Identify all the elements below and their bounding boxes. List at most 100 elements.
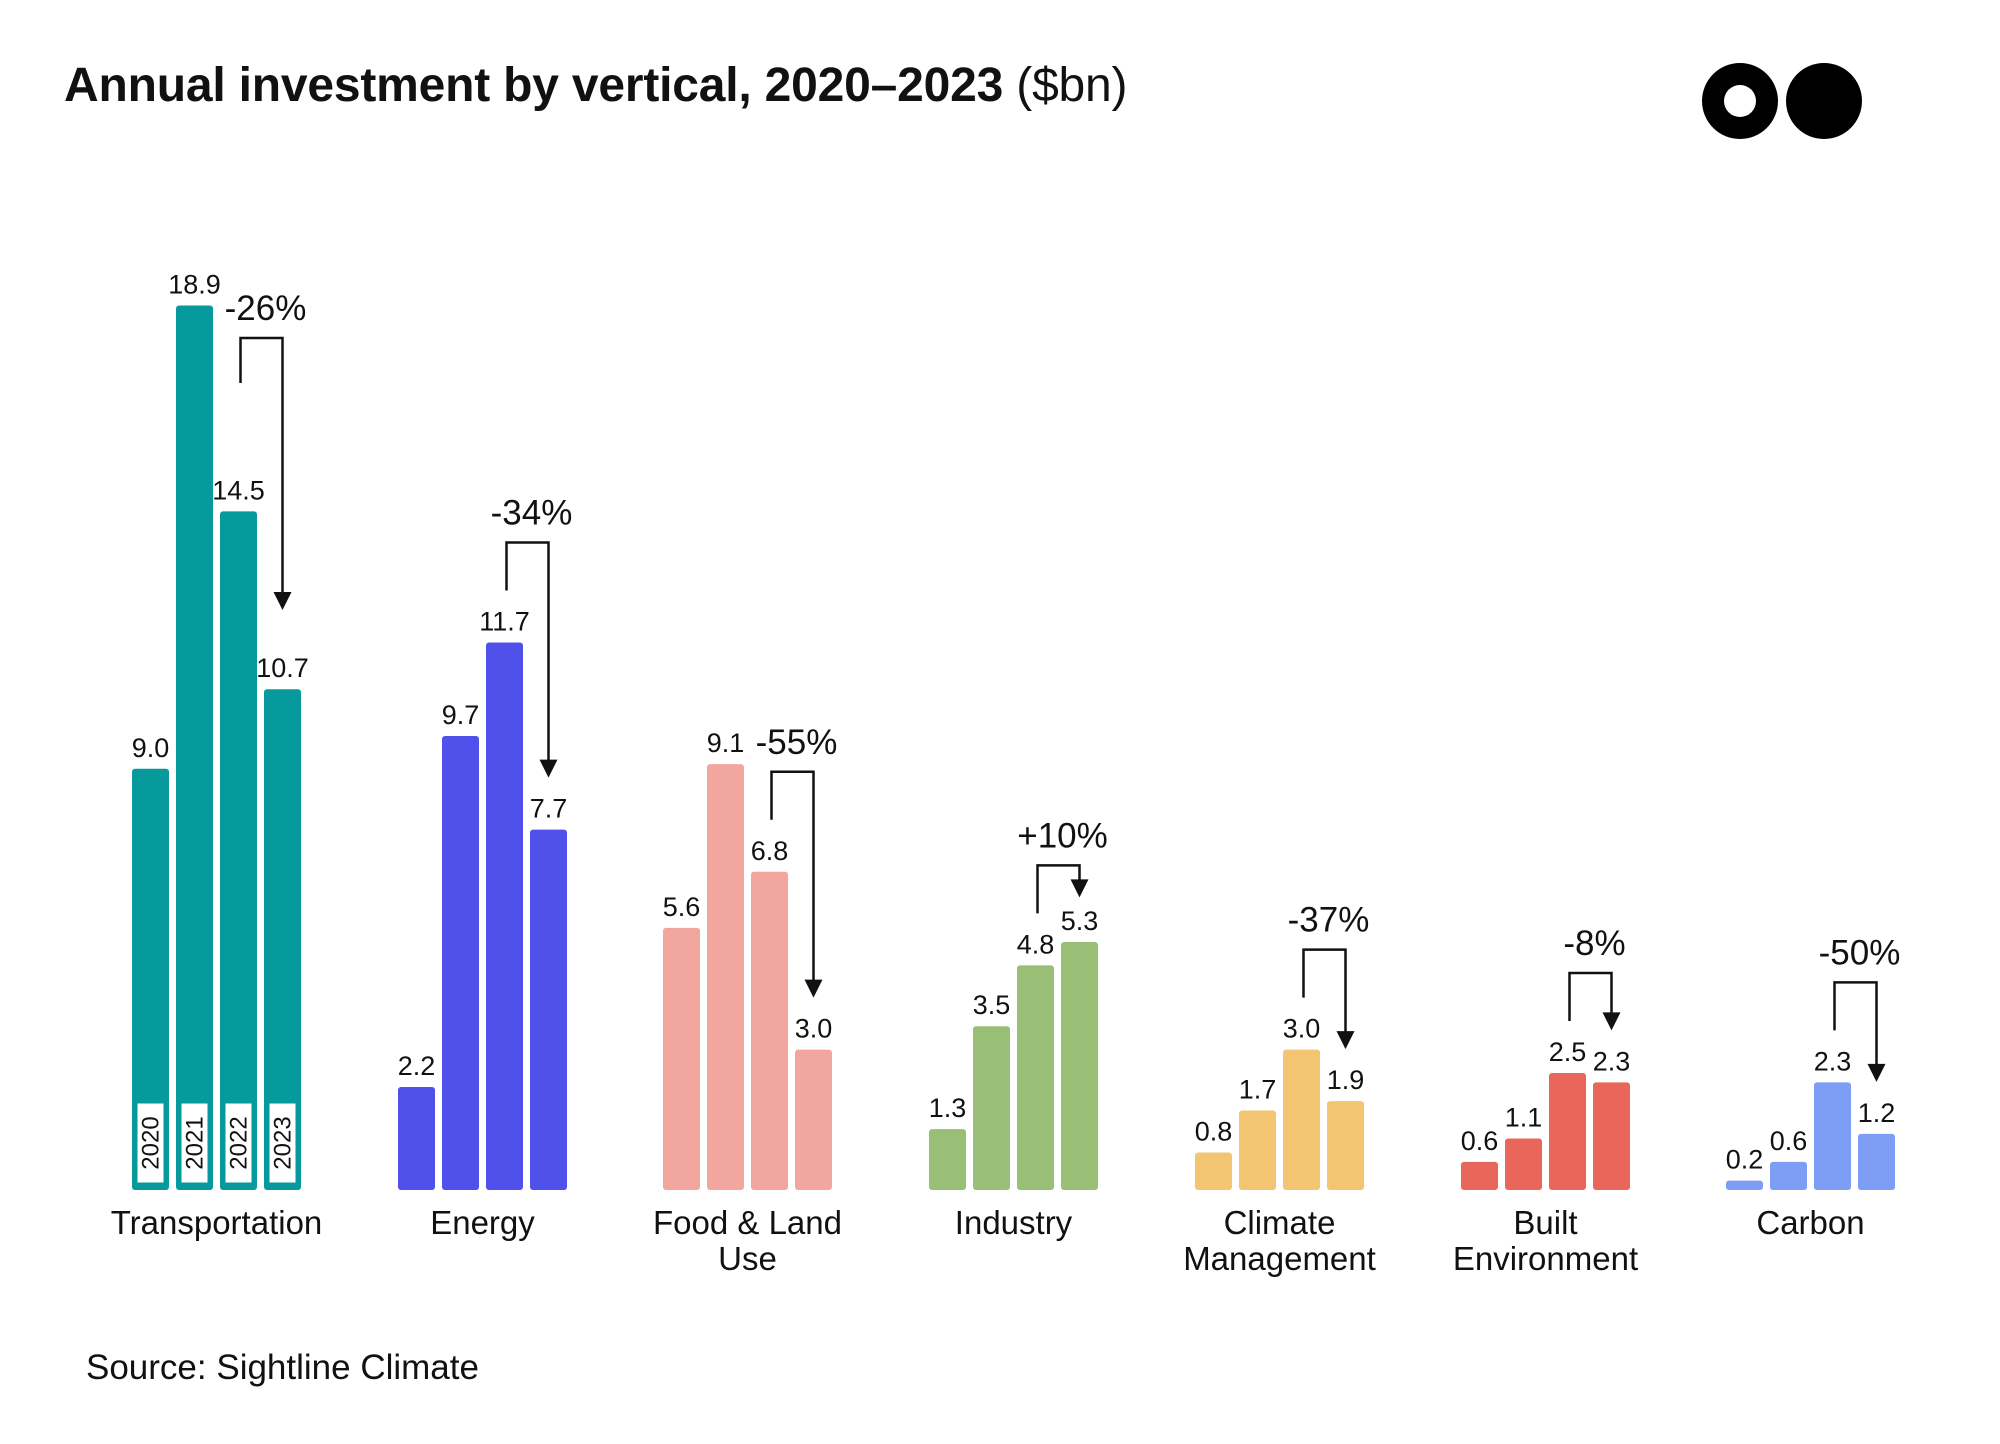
change-label: -55% [756,723,838,762]
category-label: Food & Land [653,1204,842,1241]
change-label: -34% [491,493,573,532]
change-bracket [1302,948,1347,1034]
change-arrowhead-icon [804,979,823,998]
value-label: 0.8 [1195,1117,1233,1147]
bar-energy-2021 [442,736,479,1190]
value-label: 6.8 [751,836,789,866]
two-circles-logo-icon [1702,63,1862,139]
value-label: 1.2 [1858,1098,1896,1128]
value-label: 0.2 [1726,1145,1764,1175]
category-label: Use [718,1240,777,1277]
change-label: -50% [1819,933,1901,972]
title-main: Annual investment by vertical, 2020–2023 [64,59,1004,112]
change-arrowhead-icon [1602,1012,1621,1031]
bar-transportation-2023 [264,689,301,1190]
bar-climate-management-2020 [1195,1152,1232,1190]
bar-energy-2022 [486,642,523,1190]
bar-built-environment-2020 [1461,1161,1498,1190]
value-label: 7.7 [530,794,568,824]
value-label: 3.5 [973,990,1011,1020]
bar-carbon-2023 [1858,1133,1895,1190]
value-label: 0.6 [1770,1126,1808,1156]
bar-food-land-use-2021 [707,764,744,1190]
bar-industry-2020 [929,1129,966,1190]
year-label: 2020 [138,1116,165,1169]
title-unit: ($bn) [1016,59,1128,112]
bar-energy-2023 [530,829,567,1190]
year-label-box [134,1100,167,1186]
value-label: 1.9 [1327,1065,1365,1095]
change-label: -8% [1563,924,1625,963]
change-arrowhead-icon [539,759,558,778]
bar-carbon-2022 [1814,1082,1851,1190]
bar-industry-2021 [973,1026,1010,1190]
year-label-box [178,1100,211,1186]
bar-transportation-2020 [132,768,169,1190]
solid-circle-icon [1786,63,1862,139]
change-bracket [1568,971,1613,1021]
value-label: 1.1 [1505,1103,1543,1133]
change-label: +10% [1017,816,1108,855]
category-label: Carbon [1756,1204,1864,1241]
year-label-box [222,1100,255,1186]
bar-climate-management-2023 [1327,1101,1364,1190]
value-label: 9.7 [442,700,480,730]
bar-food-land-use-2020 [663,927,700,1190]
bar-built-environment-2022 [1549,1073,1586,1190]
source-note: Source: Sightline Climate [86,1348,479,1387]
value-label: 4.8 [1017,929,1055,959]
bar-carbon-2020 [1726,1180,1763,1190]
change-bracket [239,336,284,594]
year-label-box [266,1100,299,1186]
value-label: 5.6 [663,892,701,922]
change-arrowhead-icon [1070,879,1089,898]
value-label: 11.7 [479,606,530,636]
ring-circle-icon [1702,63,1778,139]
bar-transportation-2022 [220,511,257,1190]
category-label: Built [1513,1204,1577,1241]
value-label: 14.5 [212,475,265,505]
year-label: 2023 [270,1116,297,1169]
year-label: 2021 [182,1116,209,1169]
bar-carbon-2021 [1770,1161,1807,1190]
category-label: Transportation [111,1204,323,1241]
category-label: Environment [1453,1240,1638,1277]
change-bracket [770,770,815,982]
value-label: 3.0 [1283,1014,1321,1044]
bar-transportation-2021 [176,305,213,1191]
category-label: Climate [1224,1204,1336,1241]
category-label: Industry [955,1204,1073,1241]
bar-industry-2022 [1017,965,1054,1190]
value-label: 1.7 [1239,1074,1277,1104]
value-label: 9.0 [132,733,170,763]
value-label: 1.3 [929,1093,967,1123]
title: Annual investment by vertical, 2020–2023… [64,58,1128,113]
bar-industry-2023 [1061,941,1098,1190]
change-bracket [1036,864,1081,914]
change-bracket [1833,981,1878,1066]
value-label: 2.2 [398,1051,436,1081]
value-label: 2.3 [1814,1046,1852,1076]
bar-climate-management-2022 [1283,1049,1320,1190]
change-arrowhead-icon [1867,1063,1886,1082]
bar-climate-management-2021 [1239,1110,1276,1190]
bar-food-land-use-2022 [751,871,788,1190]
value-label: 2.3 [1593,1046,1631,1076]
value-label: 3.0 [795,1014,833,1044]
change-arrowhead-icon [273,592,292,610]
change-label: -26% [225,289,307,328]
change-label: -37% [1288,901,1370,940]
value-label: 2.5 [1549,1037,1587,1067]
change-bracket [505,541,550,762]
category-label: Management [1183,1240,1376,1277]
value-label: 10.7 [256,653,309,683]
change-arrowhead-icon [1336,1031,1355,1050]
category-label: Energy [430,1204,535,1241]
bar-built-environment-2021 [1505,1138,1542,1190]
value-label: 9.1 [707,728,745,758]
bar-food-land-use-2023 [795,1049,832,1190]
bar-energy-2020 [398,1087,435,1190]
value-label: 0.6 [1461,1126,1499,1156]
value-label: 18.9 [168,269,221,299]
